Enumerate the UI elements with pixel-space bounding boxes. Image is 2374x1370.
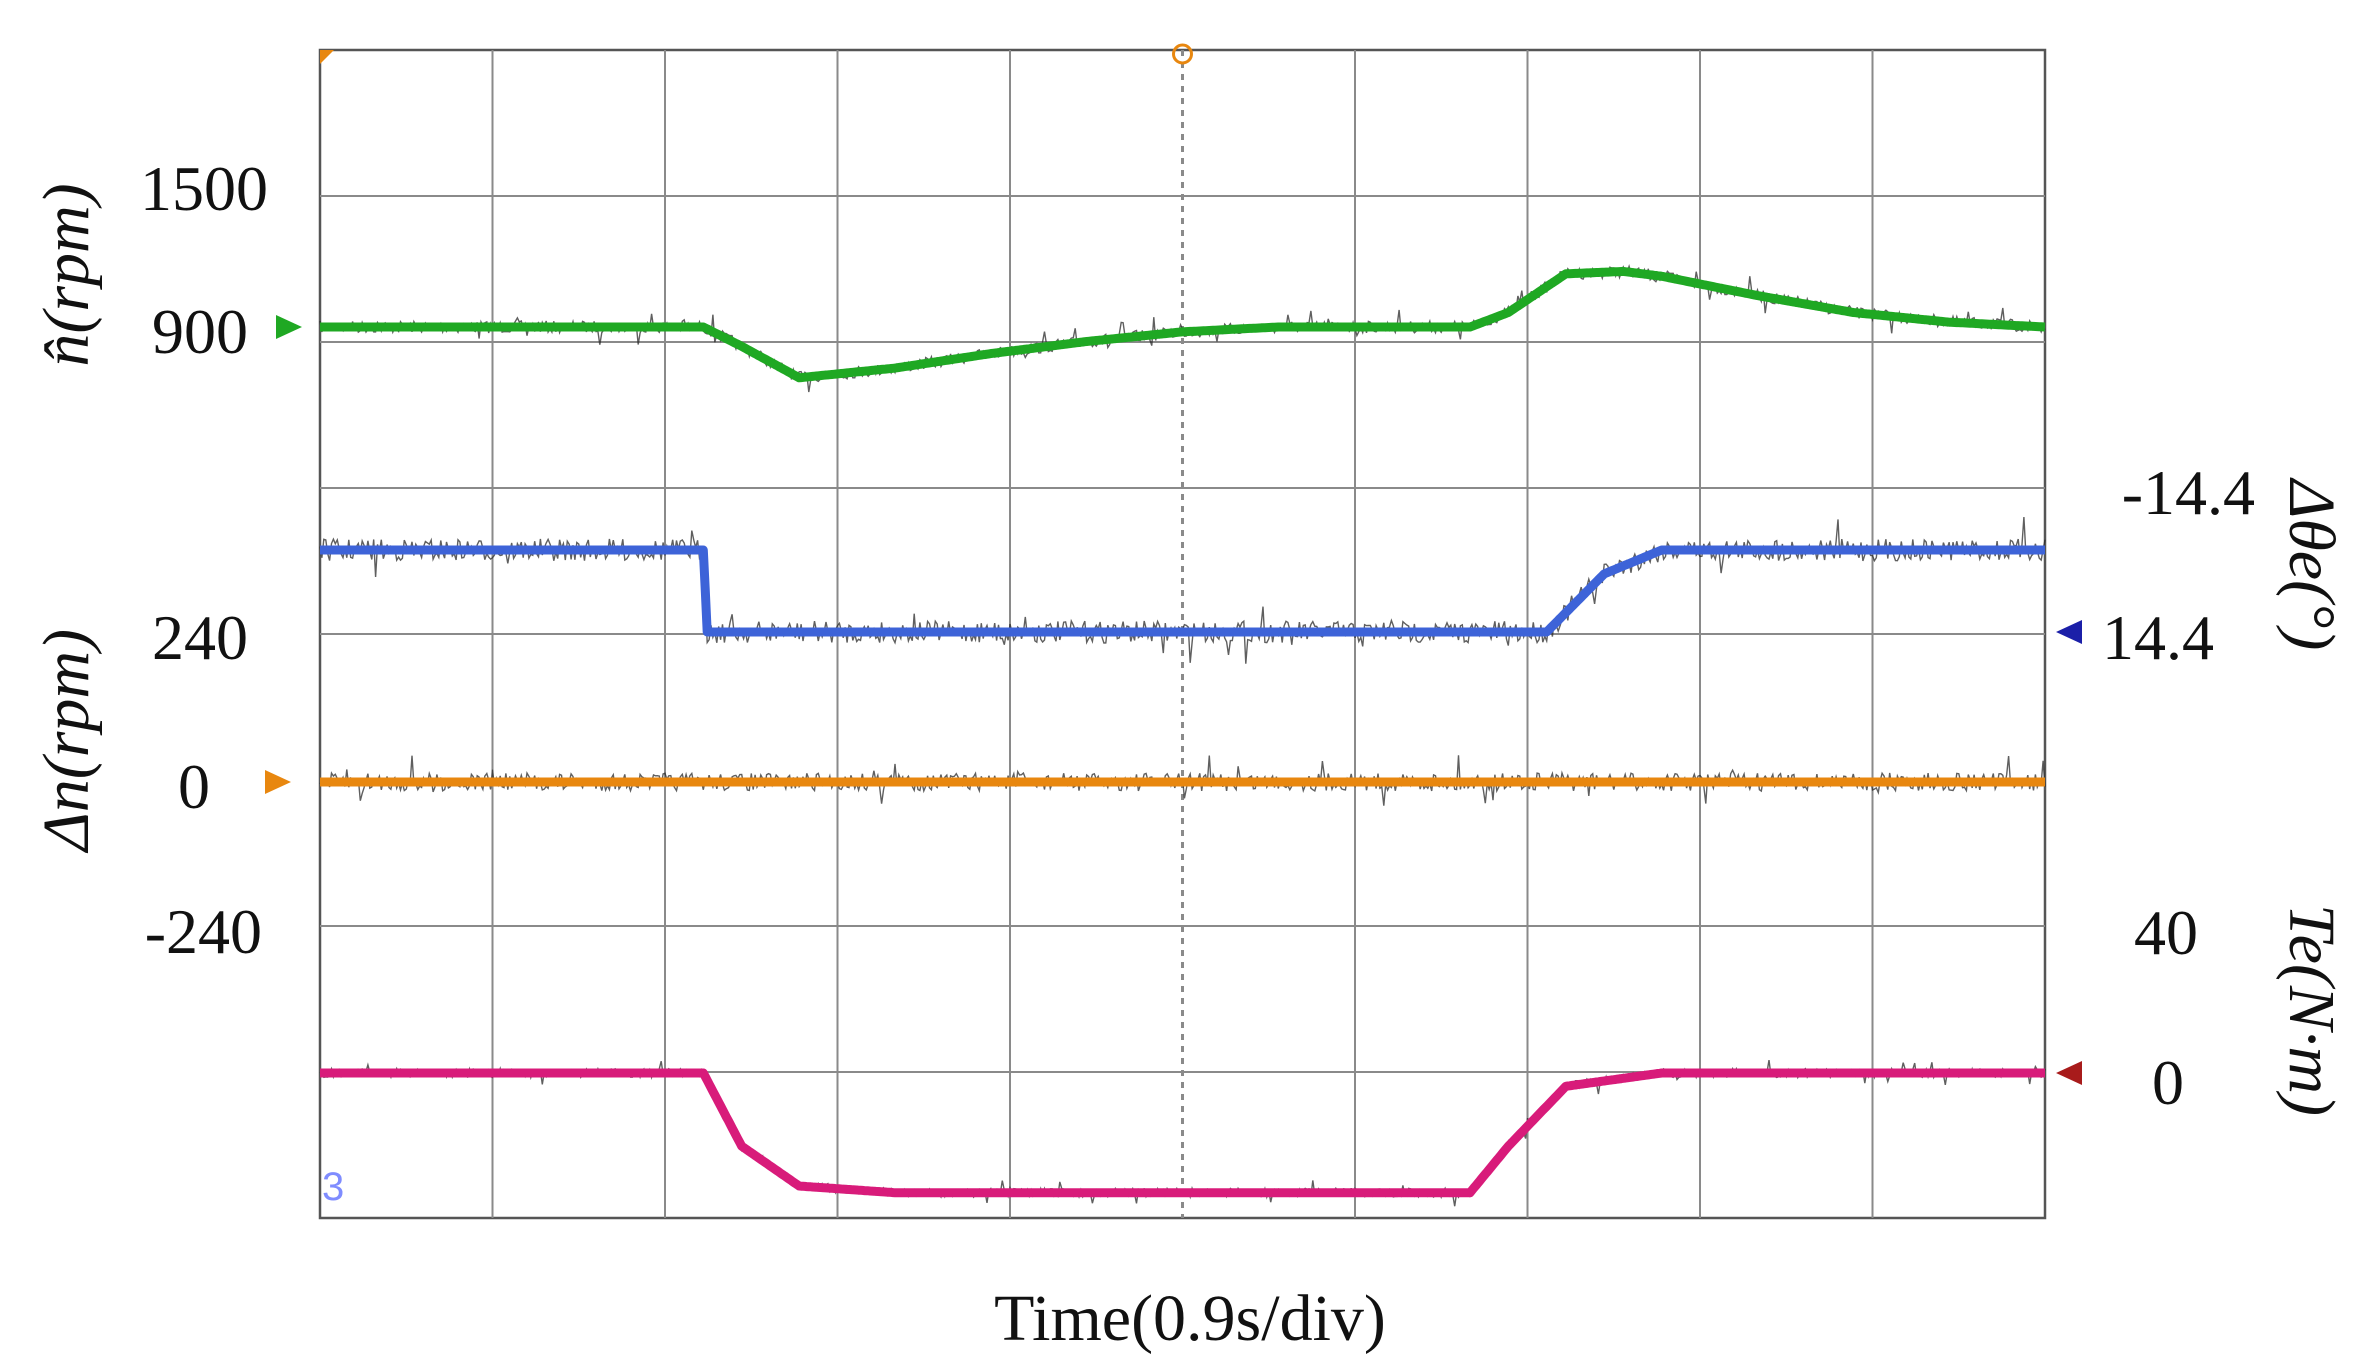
tick-label-speed-900: 900 — [152, 296, 248, 367]
torque-ref-marker — [2056, 1061, 2082, 1085]
channel-number: 3 — [322, 1165, 344, 1209]
axis-title-angle: Δθe(°) — [2275, 477, 2348, 651]
tick-label-speed-1500: 1500 — [140, 153, 268, 224]
axis-title-torque: Te(N·m) — [2275, 904, 2348, 1116]
series-line-speed — [320, 271, 2045, 377]
tick-label-angle-neg14: -14.4 — [2122, 457, 2255, 528]
channel-markers — [265, 45, 2082, 1085]
tick-label-dn-neg240: -240 — [145, 896, 262, 967]
x-axis-label: Time(0.9s/div) — [994, 1282, 1386, 1355]
tick-label-torque-0: 0 — [2152, 1047, 2184, 1118]
axis-title-speed-error: Δn(rpm) — [30, 629, 103, 854]
tick-label-dn-240: 240 — [152, 602, 248, 673]
axis-title-speed: n̂(rpm) — [30, 183, 103, 366]
tick-label-angle-14: 14.4 — [2102, 602, 2214, 673]
trigger-corner-marker — [320, 50, 334, 64]
tick-label-dn-0: 0 — [178, 751, 210, 822]
speed-ref-marker — [276, 315, 302, 339]
speed-error-ref-marker — [265, 770, 291, 794]
angle-ref-marker — [2056, 620, 2082, 644]
tick-label-torque-40: 40 — [2134, 897, 2198, 968]
